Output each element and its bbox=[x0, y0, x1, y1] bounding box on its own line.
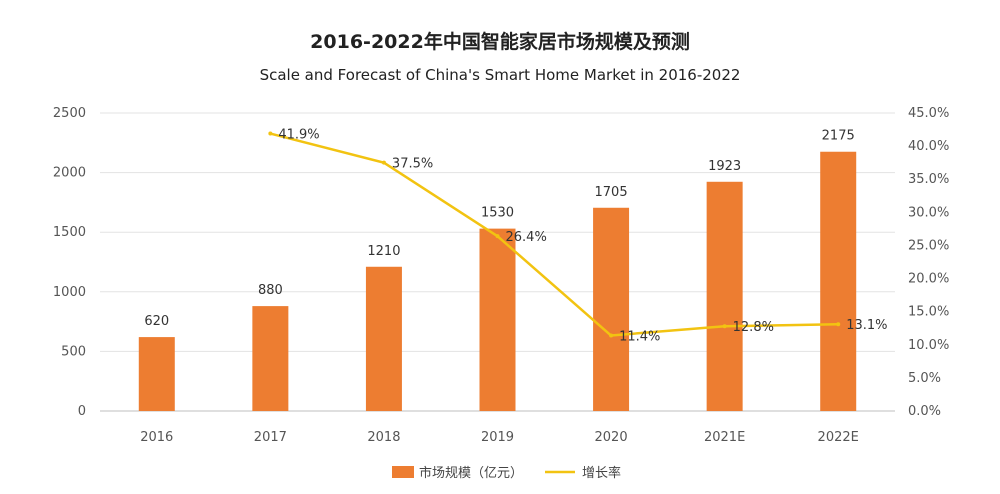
bar-2017 bbox=[252, 306, 289, 411]
left-axis-tick-label: 2500 bbox=[53, 106, 86, 121]
bar-2020 bbox=[593, 207, 630, 411]
line-value-label: 41.9% bbox=[278, 128, 319, 143]
right-axis-tick-label: 15.0% bbox=[908, 305, 949, 320]
legend-bar-label: 市场规模（亿元） bbox=[419, 465, 523, 481]
line-value-label: 37.5% bbox=[392, 157, 433, 172]
category-label: 2022E bbox=[818, 430, 859, 445]
line-point-2019 bbox=[495, 234, 500, 239]
growth-rate-line bbox=[270, 132, 839, 337]
right-axis-tick-label: 0.0% bbox=[908, 404, 941, 419]
line-point-2017 bbox=[268, 131, 273, 136]
left-axis-tick-label: 1000 bbox=[53, 285, 86, 300]
bar-value-label: 1705 bbox=[595, 185, 628, 200]
category-label: 2021E bbox=[704, 430, 745, 445]
left-axis-tick-label: 1500 bbox=[53, 225, 86, 240]
bar-value-label: 880 bbox=[258, 283, 283, 298]
chart-title: 2016-2022年中国智能家居市场规模及预测 bbox=[310, 30, 690, 53]
right-axis-tick-label: 45.0% bbox=[908, 106, 949, 121]
line-series: 41.9% 37.5% 26.4% 11.4% 12.8% 13.1% bbox=[268, 128, 888, 345]
bar-value-label: 620 bbox=[144, 314, 169, 329]
right-axis-tick-label: 10.0% bbox=[908, 338, 949, 353]
bar-value-label: 2175 bbox=[822, 129, 855, 144]
left-y-axis: 0 500 1000 1500 2000 2500 bbox=[53, 106, 86, 419]
bar-value-label: 1923 bbox=[708, 159, 741, 174]
line-value-label: 12.8% bbox=[733, 320, 774, 335]
category-label: 2016 bbox=[140, 430, 173, 445]
line-value-label: 11.4% bbox=[619, 330, 660, 345]
left-axis-tick-label: 2000 bbox=[53, 166, 86, 181]
chart-subtitle: Scale and Forecast of China's Smart Home… bbox=[260, 66, 741, 84]
category-label: 2020 bbox=[595, 430, 628, 445]
left-axis-tick-label: 500 bbox=[61, 344, 86, 359]
bar-value-label: 1530 bbox=[481, 206, 514, 221]
bar-2021E bbox=[706, 181, 743, 411]
right-axis-tick-label: 20.0% bbox=[908, 272, 949, 287]
right-axis-tick-label: 5.0% bbox=[908, 371, 941, 386]
line-point-2020 bbox=[609, 333, 614, 338]
line-point-2022E bbox=[836, 322, 841, 327]
legend: 市场规模（亿元） 增长率 bbox=[392, 465, 621, 481]
category-label: 2018 bbox=[367, 430, 400, 445]
bar-2018 bbox=[365, 266, 402, 411]
bar-series: 620 880 1210 1530 1705 1923 2175 bbox=[138, 129, 857, 412]
bar-2022E bbox=[820, 151, 857, 412]
bar-2016 bbox=[138, 337, 175, 411]
legend-line-label: 增长率 bbox=[582, 465, 621, 481]
bar-2019 bbox=[479, 228, 516, 411]
legend-bar-swatch bbox=[392, 466, 414, 478]
right-axis-tick-label: 35.0% bbox=[908, 172, 949, 187]
line-point-2021E bbox=[722, 324, 727, 329]
line-value-label: 26.4% bbox=[506, 230, 547, 245]
right-axis-tick-label: 30.0% bbox=[908, 205, 949, 220]
category-label: 2019 bbox=[481, 430, 514, 445]
right-axis-tick-label: 40.0% bbox=[908, 139, 949, 154]
line-value-label: 13.1% bbox=[846, 318, 887, 333]
line-point-2018 bbox=[381, 160, 386, 165]
bar-value-label: 1210 bbox=[367, 244, 400, 259]
category-label: 2017 bbox=[254, 430, 287, 445]
x-axis: 2016 2017 2018 2019 2020 2021E 2022E bbox=[140, 430, 859, 445]
right-axis-tick-label: 25.0% bbox=[908, 238, 949, 253]
right-y-axis: 0.0% 5.0% 10.0% 15.0% 20.0% 25.0% 30.0% 35.0% 40… bbox=[908, 106, 949, 419]
left-axis-tick-label: 0 bbox=[78, 404, 86, 419]
